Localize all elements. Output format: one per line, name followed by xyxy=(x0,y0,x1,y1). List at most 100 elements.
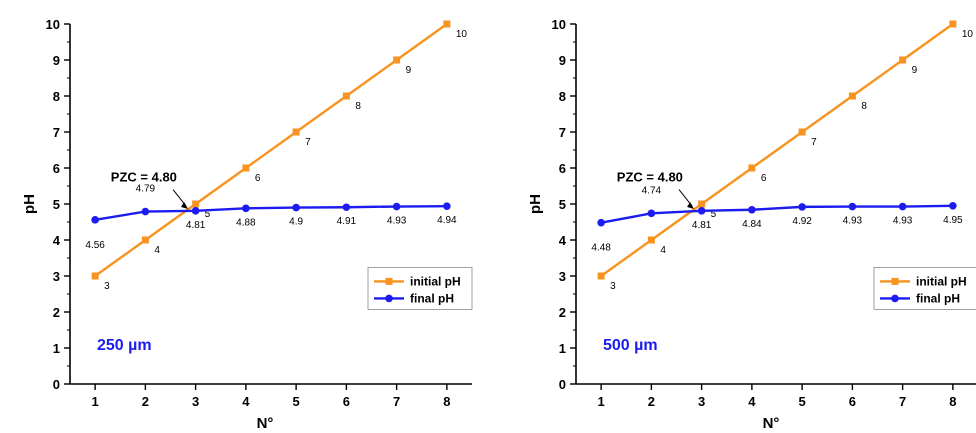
initial-ph-label: 3 xyxy=(610,281,616,292)
initial-ph-point xyxy=(91,272,99,280)
x-tick-label: 2 xyxy=(142,394,149,409)
final-ph-point xyxy=(141,207,150,216)
y-tick-label: 7 xyxy=(559,125,566,140)
x-tick-label: 6 xyxy=(343,394,350,409)
y-tick-label: 6 xyxy=(559,161,566,176)
y-tick-label: 4 xyxy=(559,233,567,248)
initial-ph-point xyxy=(443,20,451,28)
y-axis-title: pH xyxy=(21,194,38,214)
final-ph-point xyxy=(798,203,806,211)
legend-final-label: final pH xyxy=(916,291,960,305)
final-ph-point xyxy=(748,205,756,214)
x-tick-label: 8 xyxy=(949,394,956,409)
final-ph-point xyxy=(292,203,300,212)
initial-ph-point xyxy=(949,20,957,28)
x-tick-label: 2 xyxy=(648,394,655,409)
y-tick-label: 9 xyxy=(53,53,60,68)
initial-ph-label: 6 xyxy=(255,173,261,184)
final-ph-label: 4.81 xyxy=(186,220,206,231)
y-tick-label: 9 xyxy=(559,53,566,68)
initial-ph-label: 8 xyxy=(861,101,867,112)
legend-initial-swatch-marker xyxy=(385,277,393,285)
final-ph-point xyxy=(443,202,451,210)
initial-ph-label: 8 xyxy=(355,101,361,112)
final-ph-label: 4.93 xyxy=(843,216,863,227)
y-tick-label: 3 xyxy=(53,269,60,284)
final-ph-label: 4.74 xyxy=(642,185,662,196)
x-tick-label: 5 xyxy=(293,394,300,409)
initial-ph-label: 9 xyxy=(406,65,412,76)
x-tick-label: 8 xyxy=(443,394,450,409)
initial-ph-label: 5 xyxy=(205,209,211,220)
x-tick-label: 3 xyxy=(192,394,199,409)
initial-ph-label: 7 xyxy=(811,137,817,148)
x-tick-label: 3 xyxy=(698,394,705,409)
final-ph-label: 4.91 xyxy=(337,216,357,227)
initial-ph-point xyxy=(798,128,806,136)
x-tick-label: 4 xyxy=(748,394,756,409)
y-tick-label: 5 xyxy=(53,197,60,212)
size-label: 500 µm xyxy=(603,337,658,354)
legend-final-swatch-marker xyxy=(891,294,899,303)
final-ph-point xyxy=(848,202,857,211)
initial-ph-label: 9 xyxy=(912,65,918,76)
final-ph-label: 4.94 xyxy=(437,215,457,226)
final-ph-label: 4.93 xyxy=(387,216,407,227)
initial-ph-label: 6 xyxy=(761,173,767,184)
initial-ph-point xyxy=(597,272,605,280)
final-ph-point xyxy=(647,209,656,218)
initial-ph-line xyxy=(94,23,448,277)
x-tick-label: 1 xyxy=(92,394,99,409)
final-ph-point xyxy=(949,202,957,210)
y-tick-label: 6 xyxy=(53,161,60,176)
pzc-arrow-head xyxy=(181,202,189,210)
y-tick-label: 0 xyxy=(559,377,566,392)
final-ph-label: 4.84 xyxy=(742,219,762,230)
final-ph-point xyxy=(697,207,706,215)
initial-ph-point xyxy=(393,56,401,64)
legend-box xyxy=(367,266,473,310)
chart-panel-500um: 0 1 2 3 4 5 6 7 8 9 10 1 2 3 4 5 6 7 8 N° pH 3 4 5 6 7 8 9 10 4.48 4.7… xyxy=(527,17,976,432)
x-tick-label: 6 xyxy=(849,394,856,409)
y-tick-label: 8 xyxy=(559,89,566,104)
y-tick-label: 2 xyxy=(559,305,566,320)
y-tick-label: 8 xyxy=(53,89,60,104)
size-label: 250 µm xyxy=(97,337,152,354)
final-ph-label: 4.48 xyxy=(591,243,611,254)
final-ph-label: 4.95 xyxy=(943,215,963,226)
legend-final-swatch-marker xyxy=(385,294,393,303)
initial-ph-label: 7 xyxy=(305,137,311,148)
final-ph-point xyxy=(242,204,250,213)
final-ph-point xyxy=(597,218,605,227)
final-ph-label: 4.81 xyxy=(692,220,712,231)
final-ph-point xyxy=(342,203,351,212)
final-ph-label: 4.9 xyxy=(289,217,303,228)
final-ph-label: 4.93 xyxy=(893,216,913,227)
initial-ph-point xyxy=(192,200,200,208)
legend-initial-swatch-marker xyxy=(891,277,899,285)
final-ph-label: 4.56 xyxy=(85,240,105,251)
x-tick-label: 7 xyxy=(393,394,400,409)
legend-initial-label: initial pH xyxy=(916,274,967,288)
y-tick-label: 3 xyxy=(559,269,566,284)
pzc-annotation: PZC = 4.80 xyxy=(111,170,177,185)
final-ph-line xyxy=(600,204,953,224)
initial-ph-point xyxy=(848,92,856,100)
final-ph-point xyxy=(898,202,907,211)
x-tick-label: 4 xyxy=(242,394,250,409)
y-tick-label: 0 xyxy=(53,377,60,392)
y-axis-title: pH xyxy=(527,194,544,214)
final-ph-point xyxy=(191,207,200,215)
initial-ph-point xyxy=(647,236,655,244)
initial-ph-point xyxy=(292,128,300,136)
y-tick-label: 2 xyxy=(53,305,60,320)
legend-initial-label: initial pH xyxy=(410,274,461,288)
x-tick-label: 7 xyxy=(899,394,906,409)
final-ph-point xyxy=(91,216,99,224)
initial-ph-point xyxy=(698,200,706,208)
final-ph-label: 4.88 xyxy=(236,217,256,228)
x-axis-title: N° xyxy=(257,415,274,432)
y-tick-label: 10 xyxy=(46,17,60,32)
final-ph-label: 4.92 xyxy=(792,216,812,227)
x-axis-title: N° xyxy=(763,415,780,432)
